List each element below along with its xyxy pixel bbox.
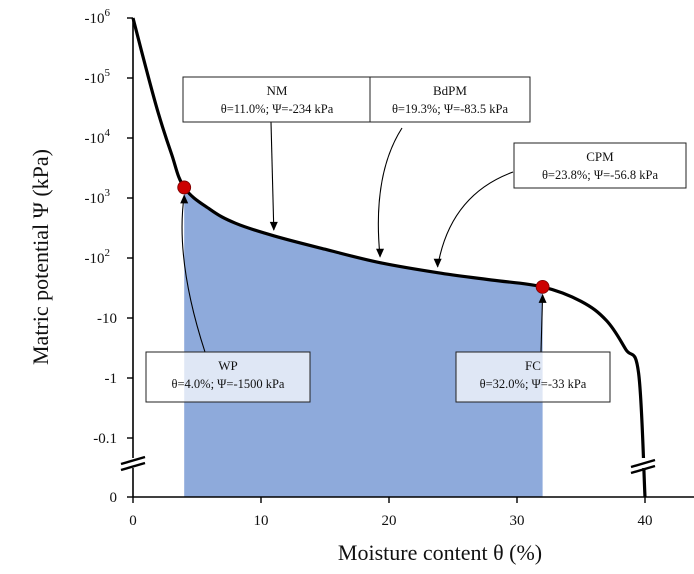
y-tick-label: -103: [85, 187, 111, 207]
annotation-box-bdpm: BdPM θ=19.3%; Ψ=-83.5 kPa: [369, 76, 531, 123]
x-ticks: 0 10 20 30 40: [129, 497, 653, 529]
y-tick-label: -0.1: [93, 431, 117, 447]
annotation-value: θ=4.0%; Ψ=-1500 kPa: [172, 377, 285, 391]
axes: -106 -105 -104 -103 -102 -10 -1 -0.1 0 0 10 20 30 40: [85, 7, 694, 529]
x-tick-label: 40: [638, 513, 653, 529]
marked-points: [177, 180, 550, 294]
y-tick-label: 0: [110, 490, 118, 506]
y-tick-label: -104: [85, 127, 111, 147]
y-tick-label: -102: [85, 247, 111, 267]
curve-break: [630, 458, 656, 475]
y-tick: -104: [85, 127, 133, 147]
y-tick: -102: [85, 247, 133, 267]
y-tick-label: -105: [85, 67, 111, 87]
x-tick: 0: [129, 497, 137, 529]
shaded-region: [184, 187, 543, 497]
y-tick: -10: [97, 311, 133, 327]
point-wp: [177, 180, 192, 195]
annotation-box-wp: WP θ=4.0%; Ψ=-1500 kPa: [145, 351, 311, 403]
y-tick-label: -1: [105, 371, 118, 387]
x-tick: 30: [510, 497, 525, 529]
x-tick: 20: [382, 497, 397, 529]
annotation-name: NM: [267, 83, 288, 98]
annotation-box-nm: NM θ=11.0%; Ψ=-234 kPa: [182, 76, 372, 123]
y-tick: 0: [110, 490, 133, 506]
callout-fc: [538, 293, 547, 353]
retention-curve: [131, 17, 647, 498]
plot-area: [131, 17, 647, 498]
annotation-name: WP: [218, 358, 238, 373]
y-tick-label: -10: [97, 311, 117, 327]
point-fc: [535, 279, 550, 294]
y-tick: -1: [105, 371, 133, 387]
y-tick: -106: [85, 7, 133, 27]
annotation-name: CPM: [586, 149, 614, 164]
y-ticks: -106 -105 -104 -103 -102 -10 -1 -0.1 0: [85, 7, 133, 506]
y-tick: -103: [85, 187, 133, 207]
y-tick-label: -106: [85, 7, 111, 27]
y-axis-break: [120, 455, 146, 472]
y-tick: -0.1: [93, 431, 133, 447]
x-tick-label: 10: [254, 513, 269, 529]
callout-nm: [269, 121, 278, 231]
callout-wp: [180, 194, 206, 353]
annotation-boxes: NM θ=11.0%; Ψ=-234 kPa BdPM θ=19.3%; Ψ=-83.…: [145, 76, 687, 403]
annotation-value: θ=32.0%; Ψ=-33 kPa: [480, 377, 587, 391]
annotation-name: FC: [525, 358, 541, 373]
y-axis-title: Matric potential Ψ (kPa): [28, 149, 53, 365]
annotation-value: θ=11.0%; Ψ=-234 kPa: [221, 102, 334, 116]
x-tick: 40: [638, 497, 653, 529]
annotation-value: θ=23.8%; Ψ=-56.8 kPa: [542, 168, 659, 182]
x-tick-label: 30: [510, 513, 525, 529]
callout-bdpm: [376, 127, 403, 258]
y-tick: -105: [85, 67, 133, 87]
x-axis-title: Moisture content θ (%): [338, 540, 542, 565]
annotation-box-cpm: CPM θ=23.8%; Ψ=-56.8 kPa: [513, 142, 687, 189]
annotation-value: θ=19.3%; Ψ=-83.5 kPa: [392, 102, 509, 116]
x-tick-label: 20: [382, 513, 397, 529]
x-tick-label: 0: [129, 513, 137, 529]
annotation-name: BdPM: [433, 83, 467, 98]
x-tick: 10: [254, 497, 269, 529]
callout-cpm: [433, 171, 514, 268]
annotation-box-fc: FC θ=32.0%; Ψ=-33 kPa: [455, 351, 611, 403]
callout-arrows: [180, 121, 547, 353]
